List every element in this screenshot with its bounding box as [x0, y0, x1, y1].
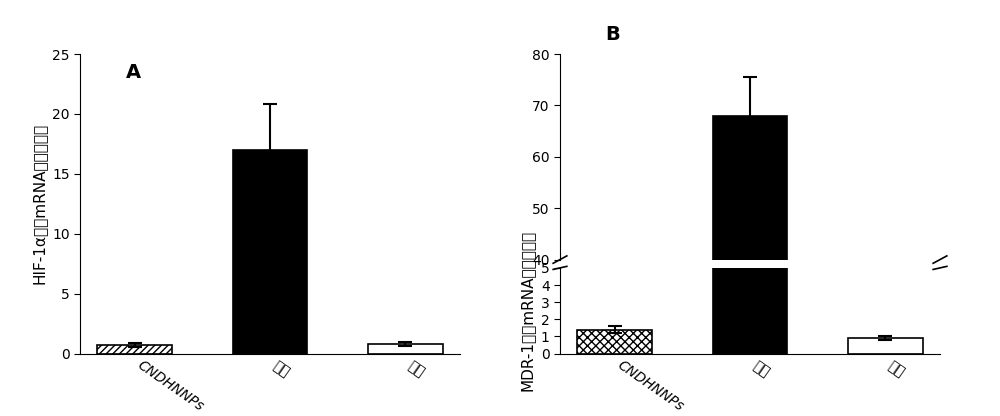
Text: A: A — [126, 63, 141, 82]
Bar — [848, 338, 923, 354]
Bar — [368, 344, 443, 354]
Text: B: B — [606, 25, 620, 44]
Bar — [233, 150, 307, 354]
Bar — [713, 0, 787, 354]
Bar — [97, 345, 172, 354]
Y-axis label: HIF-1α基因mRNA的相对表达: HIF-1α基因mRNA的相对表达 — [31, 123, 46, 285]
Bar — [577, 329, 652, 354]
Bar — [713, 116, 787, 416]
Y-axis label: MDR-1基因mRNA的相对表达: MDR-1基因mRNA的相对表达 — [520, 230, 535, 391]
